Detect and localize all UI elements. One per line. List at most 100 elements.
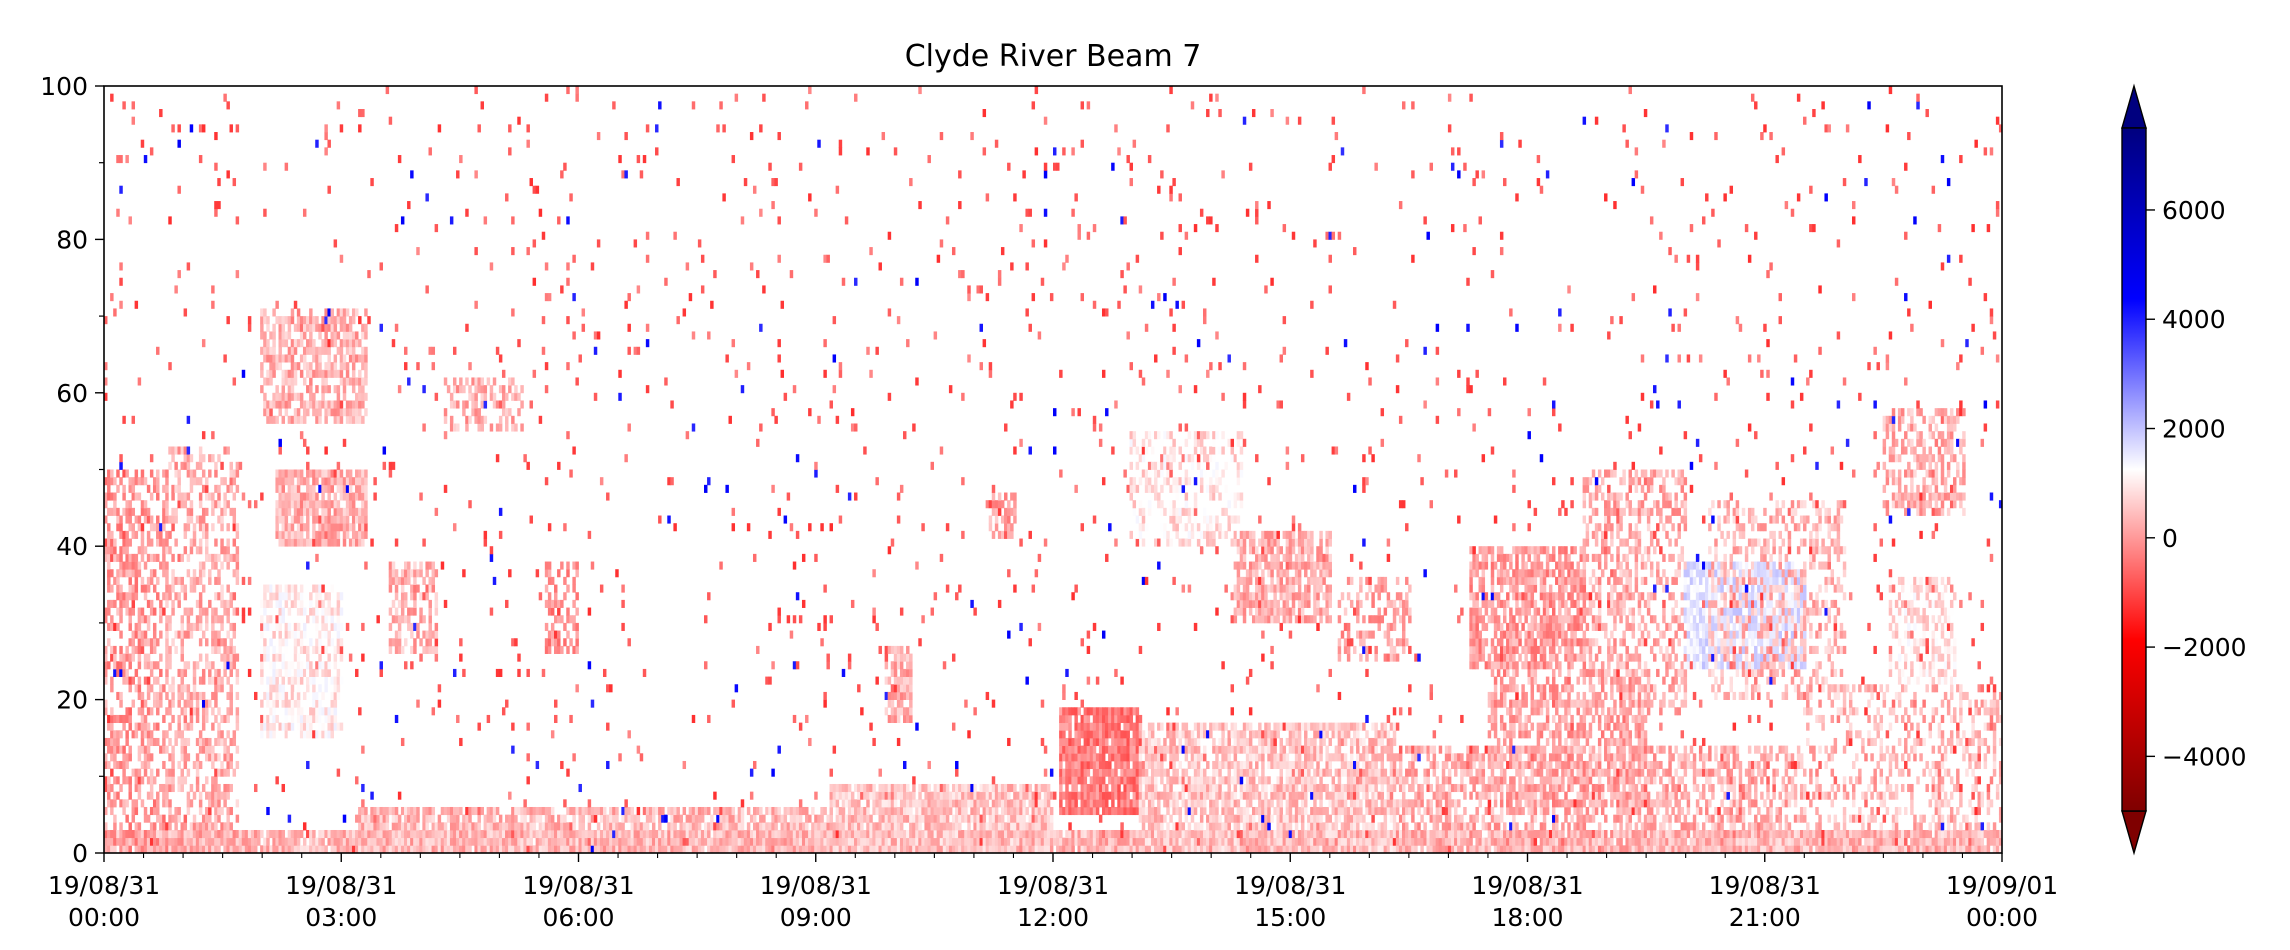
heatmap-cell <box>930 814 935 823</box>
heatmap-cell <box>318 538 322 547</box>
heatmap-cell <box>1059 791 1063 800</box>
heatmap-cell <box>131 561 136 570</box>
heatmap-cell <box>339 346 344 355</box>
heatmap-cell <box>930 845 935 853</box>
heatmap-cell <box>523 799 527 808</box>
heatmap-cell <box>309 316 313 325</box>
heatmap-cell <box>936 845 941 853</box>
heatmap-cell <box>165 599 169 608</box>
heatmap-cell <box>315 645 319 654</box>
heatmap-cell <box>786 845 791 853</box>
heatmap-cell <box>838 845 843 853</box>
heatmap-cell <box>183 714 188 724</box>
heatmap-cell <box>330 515 334 524</box>
heatmap-cell <box>119 592 123 601</box>
heatmap-cell <box>673 231 677 240</box>
heatmap-cell <box>134 584 139 593</box>
heatmap-cell <box>749 132 754 141</box>
heatmap-cell <box>1083 799 1088 808</box>
heatmap-cell <box>958 822 962 831</box>
heatmap-cell <box>281 837 286 846</box>
heatmap-cell <box>1065 837 1069 846</box>
heatmap-cell <box>884 645 889 654</box>
heatmap-cell <box>180 615 184 624</box>
heatmap-cell <box>165 546 169 555</box>
heatmap-cell <box>480 392 484 401</box>
heatmap-cell <box>226 645 230 654</box>
heatmap-cell <box>544 638 549 647</box>
heatmap-cell <box>177 814 181 823</box>
heatmap-cell <box>930 461 935 470</box>
heatmap-cell <box>146 661 151 670</box>
heatmap-cell <box>205 745 209 754</box>
heatmap-cell <box>1028 814 1032 823</box>
heatmap-cell <box>970 806 974 816</box>
heatmap-cell <box>128 584 132 593</box>
heatmap-cell <box>266 714 270 724</box>
heatmap-cell <box>205 538 209 547</box>
heatmap-cell <box>1010 530 1014 539</box>
heatmap-cell <box>342 323 347 332</box>
heatmap-cell <box>826 254 830 263</box>
heatmap-cell <box>850 423 855 432</box>
heatmap-cell <box>492 845 497 853</box>
heatmap-cell <box>272 392 276 401</box>
heatmap-cell <box>933 806 938 816</box>
heatmap-cell <box>165 584 169 593</box>
heatmap-cell <box>351 331 356 340</box>
heatmap-cell <box>125 653 129 662</box>
heatmap-cell <box>333 676 338 685</box>
heatmap-cell <box>330 722 334 731</box>
heatmap-cell <box>156 484 160 493</box>
heatmap-cell <box>186 799 191 808</box>
heatmap-cell <box>232 538 237 547</box>
heatmap-cell <box>339 339 344 348</box>
heatmap-cell <box>746 523 751 532</box>
heatmap-cell <box>183 845 188 853</box>
heatmap-cell <box>183 592 188 601</box>
heatmap-cell <box>290 584 295 593</box>
heatmap-cell <box>477 837 481 846</box>
heatmap-cell <box>878 845 882 853</box>
heatmap-cell <box>226 707 230 716</box>
heatmap-cell <box>915 806 919 816</box>
heatmap-cell <box>361 814 365 823</box>
heatmap-cell <box>694 806 699 816</box>
heatmap-cell <box>893 837 898 846</box>
heatmap-cell <box>587 822 592 831</box>
heatmap-cell <box>324 592 328 601</box>
heatmap-cell <box>606 492 610 501</box>
heatmap-cell <box>841 783 846 793</box>
heatmap-cell <box>511 829 515 839</box>
heatmap-cell <box>1019 392 1023 401</box>
heatmap-cell <box>483 385 488 394</box>
heatmap-cell <box>425 829 429 839</box>
heatmap-cell <box>299 845 304 853</box>
heatmap-cell <box>229 592 233 601</box>
heatmap-cell <box>140 584 145 593</box>
heatmap-cell <box>140 714 145 724</box>
heatmap-cell <box>1025 837 1029 846</box>
heatmap-cell <box>229 653 233 662</box>
heatmap-cell <box>260 599 264 608</box>
heatmap-cell <box>367 814 371 823</box>
heatmap-cell <box>339 722 344 731</box>
heatmap-cell <box>208 737 212 747</box>
heatmap-cell <box>110 645 114 654</box>
heatmap-cell <box>1077 408 1081 417</box>
heatmap-cell <box>189 845 194 853</box>
heatmap-cell <box>1083 753 1088 762</box>
heatmap-cell <box>945 837 950 846</box>
heatmap-cell <box>217 768 221 777</box>
heatmap-cell <box>945 799 950 808</box>
heatmap-cell <box>1049 768 1054 777</box>
heatmap-cell <box>575 829 579 839</box>
heatmap-cell <box>1062 791 1066 800</box>
heatmap-cell <box>296 622 301 631</box>
heatmap-cell <box>606 684 610 693</box>
heatmap-cell <box>425 193 429 202</box>
heatmap-cell <box>275 599 279 608</box>
heatmap-cell <box>309 308 313 317</box>
heatmap-cell <box>520 806 524 816</box>
heatmap-cell <box>948 806 953 816</box>
